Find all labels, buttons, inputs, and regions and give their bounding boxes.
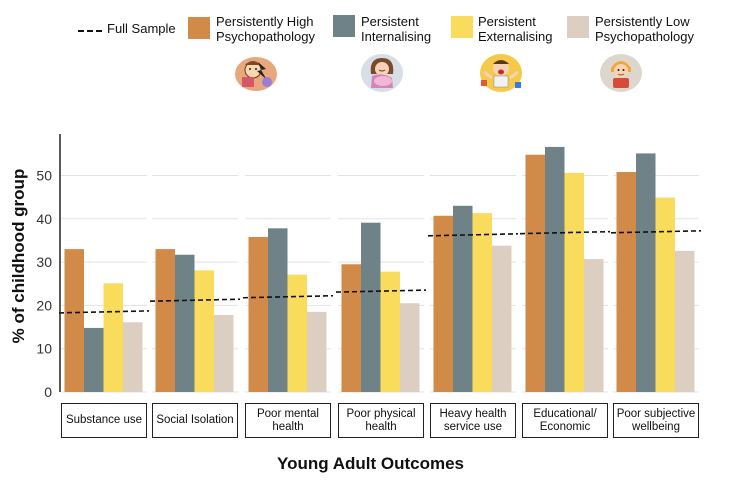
- y-tick-label: 40: [36, 211, 52, 227]
- calm-child-icon: [600, 54, 642, 92]
- bar: [472, 213, 492, 392]
- full-sample-line: [58, 310, 150, 314]
- legend-high-label: Persistently High Psychopathology: [216, 14, 316, 44]
- bars: [64, 146, 695, 392]
- bar: [361, 222, 381, 392]
- bar: [155, 249, 175, 392]
- bar: [194, 270, 214, 392]
- shouting-child-icon: [480, 54, 522, 92]
- bar: [492, 245, 512, 392]
- category-label: Poor mental health: [245, 403, 331, 438]
- legend-low-swatch: [567, 16, 589, 38]
- legend-low-label: Persistently Low Psychopathology: [595, 14, 695, 44]
- category-label: Educational/ Economic: [522, 403, 608, 438]
- legend-internalising-label: Persistent Internalising: [361, 14, 432, 44]
- category-label: Poor subjective wellbeing: [613, 403, 699, 438]
- y-tick-label: 30: [36, 254, 52, 270]
- bar: [307, 311, 327, 392]
- y-axis-label: % of childhood group: [9, 168, 28, 344]
- sad-child-icon: [361, 54, 403, 92]
- full-sample-lines: [58, 229, 702, 314]
- bar: [636, 153, 656, 392]
- full-sample-line: [610, 229, 702, 234]
- full-sample-line: [519, 230, 611, 235]
- y-tick-label: 20: [36, 297, 52, 313]
- full-sample-line: [427, 233, 519, 237]
- category-label: Substance use: [61, 403, 147, 438]
- bar: [84, 327, 104, 392]
- bar: [64, 249, 84, 392]
- angry-child-icon: [235, 57, 277, 91]
- y-axis: 0 10 20 30 40 50: [36, 134, 61, 400]
- bar: [675, 250, 695, 392]
- category-label: Heavy health service use: [430, 403, 516, 438]
- bar: [287, 274, 307, 392]
- legend-full-sample-label: Full Sample: [107, 21, 176, 36]
- bar: [400, 303, 420, 392]
- bar: [175, 254, 195, 392]
- full-sample-line: [335, 289, 427, 293]
- bar: [655, 197, 675, 392]
- bar: [453, 205, 473, 392]
- bar: [616, 172, 636, 392]
- bar: [380, 271, 400, 392]
- bar: [433, 215, 453, 392]
- legend-internalising-swatch: [333, 15, 355, 37]
- legend-high-swatch: [188, 17, 210, 39]
- legend-full-sample-swatch: [78, 30, 102, 32]
- y-tick-label: 10: [36, 341, 52, 357]
- bar: [248, 236, 268, 392]
- legend-externalising-label: Persistent Externalising: [478, 14, 553, 44]
- bar: [214, 314, 234, 392]
- x-axis-label: Young Adult Outcomes: [277, 454, 464, 473]
- full-sample-line: [149, 298, 241, 303]
- bar: [584, 259, 604, 392]
- full-sample-line: [242, 294, 334, 299]
- bar: [525, 154, 545, 392]
- bar: [341, 264, 361, 392]
- category-label: Social Isolation: [152, 403, 238, 438]
- y-tick-label: 0: [44, 384, 52, 400]
- bar: [564, 172, 584, 392]
- legend-externalising-swatch: [451, 16, 473, 38]
- bar: [268, 228, 288, 392]
- bar: [123, 322, 143, 392]
- bar: [545, 146, 565, 392]
- bar: [103, 283, 123, 392]
- category-label: Poor physical health: [338, 403, 424, 438]
- y-tick-label: 50: [36, 168, 52, 184]
